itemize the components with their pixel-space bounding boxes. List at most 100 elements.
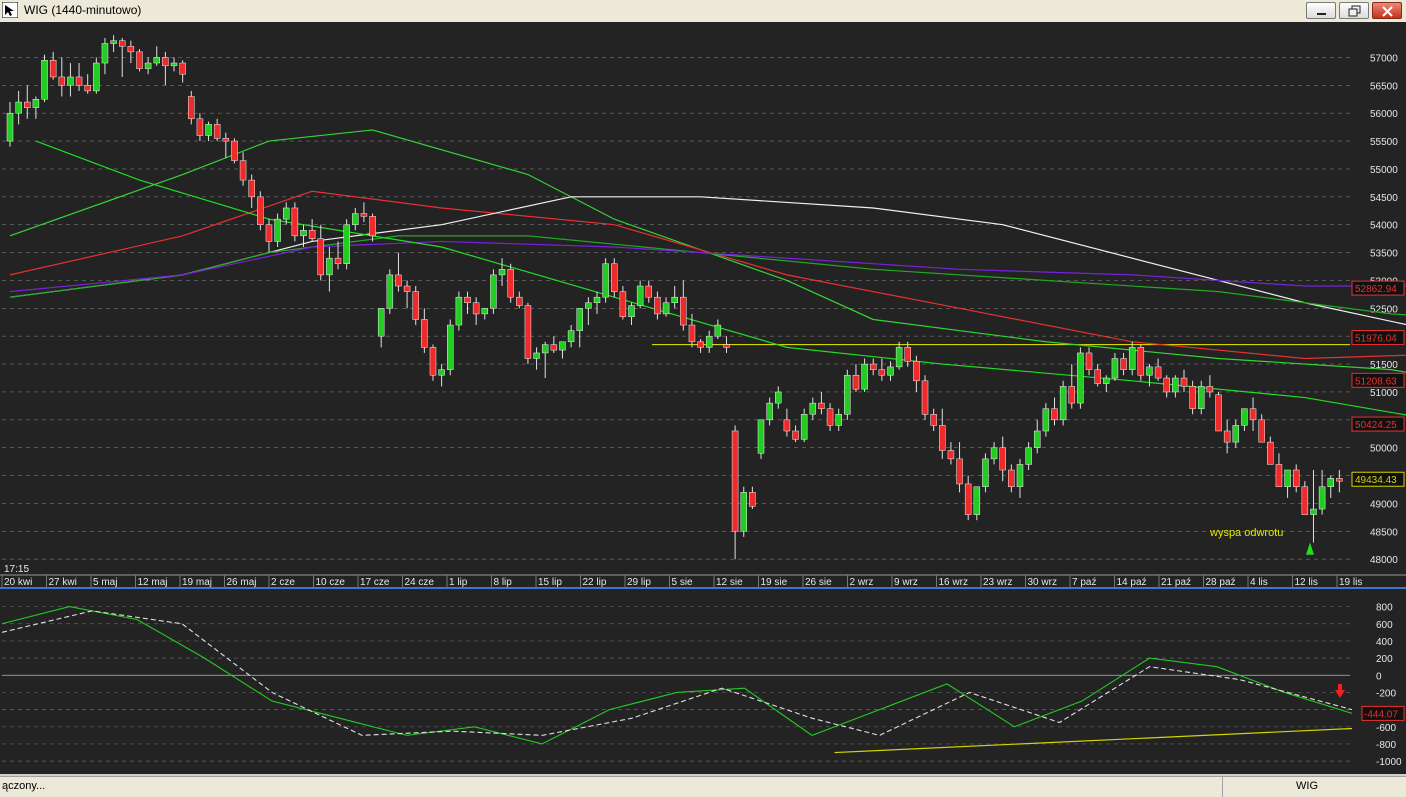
last-value-box (1351, 372, 1405, 388)
candle-body (1275, 464, 1283, 487)
last-value-label: 50424.25 (1355, 420, 1397, 431)
candle-body (749, 492, 756, 507)
osc-tick-label: 400 (1376, 637, 1393, 648)
candle-body (1292, 469, 1300, 487)
candle-body (326, 257, 333, 276)
candle-body (317, 238, 325, 276)
candle-body (731, 430, 739, 532)
candle-body (153, 57, 160, 64)
candle-body (352, 213, 359, 225)
x-tick-label: 20 kwi (4, 577, 32, 588)
x-tick-label: 8 lip (494, 577, 513, 588)
osc-series-line (1, 610, 1353, 736)
x-tick-label: 15 lip (538, 577, 562, 588)
candle-body (947, 450, 955, 460)
candle-body (472, 302, 480, 315)
candle-body (1008, 469, 1015, 487)
candle-body (1137, 347, 1145, 376)
candle-body (818, 402, 825, 409)
candle-body (697, 341, 704, 348)
candle-body (878, 369, 886, 376)
candle-body (386, 274, 394, 309)
restore-button[interactable] (1339, 2, 1369, 19)
close-button[interactable] (1372, 2, 1402, 19)
candle-body (680, 296, 687, 326)
candle-body (714, 324, 722, 337)
window-title: WIG (1440-minutowo) (24, 3, 142, 17)
x-tick-label: 9 wrz (894, 577, 918, 588)
candle-body (265, 224, 273, 242)
x-tick-label: 17 cze (360, 577, 390, 588)
x-tick-label: 19 sie (761, 577, 788, 588)
candle-body (1094, 369, 1101, 384)
moving-average-line (9, 129, 1406, 373)
candle-body (1284, 469, 1291, 487)
candle-body (1146, 366, 1153, 376)
candle-body (792, 430, 799, 440)
minimize-button[interactable] (1306, 2, 1336, 19)
x-tick-label: 19 maj (182, 577, 212, 588)
candle-body (110, 40, 117, 44)
candle-body (1172, 377, 1179, 393)
candle-body (973, 486, 981, 515)
candle-body (144, 62, 152, 69)
osc-series-line (1, 606, 1353, 745)
last-value-box (1351, 330, 1405, 346)
candle-body (101, 43, 109, 64)
candle-body (1223, 430, 1231, 443)
candle-body (559, 341, 566, 351)
candle-body (585, 302, 592, 309)
candle-body (274, 218, 281, 242)
candle-body (705, 335, 713, 348)
up-arrow-icon (1306, 542, 1314, 555)
candle-body (990, 447, 998, 460)
y-tick-label: 56000 (1370, 109, 1398, 120)
candle-body (170, 62, 178, 67)
last-value-box (1351, 471, 1405, 487)
candle-body (999, 447, 1006, 471)
candle-body (1267, 441, 1274, 465)
candle-body (343, 224, 350, 264)
down-arrow-stem (1338, 684, 1342, 691)
y-tick-label: 54500 (1370, 193, 1398, 204)
candle-body (282, 207, 290, 220)
moving-average-line (9, 240, 1406, 293)
candle-body (93, 62, 100, 92)
candle-body (205, 124, 212, 136)
candle-body (800, 414, 808, 440)
candle-body (334, 257, 342, 264)
candle-body (498, 269, 506, 276)
candle-body (869, 363, 877, 370)
candle-body (844, 374, 851, 415)
osc-tick-label: 800 (1376, 603, 1393, 614)
x-tick-label: 26 sie (805, 577, 832, 588)
x-tick-label: 1 lip (449, 577, 468, 588)
candle-body (58, 76, 66, 86)
chart-area[interactable]: 4800048500490004950050000505005100051500… (0, 22, 1406, 774)
candle-body (412, 291, 419, 320)
y-tick-label: 49000 (1370, 499, 1398, 510)
last-value-label: 52862.94 (1355, 284, 1397, 295)
x-tick-label: 7 paź (1072, 577, 1096, 588)
osc-tick-label: -800 (1376, 740, 1396, 751)
osc-last-value-box (1361, 705, 1405, 721)
x-tick-label: 30 wrz (1028, 577, 1057, 588)
last-value-label: 51208.63 (1355, 376, 1397, 387)
candle-body (835, 414, 842, 426)
last-value-box (1351, 416, 1405, 432)
cursor-icon (2, 2, 18, 18)
candle-body (809, 402, 817, 415)
y-tick-label: 57000 (1370, 53, 1398, 64)
candle-body (775, 391, 782, 404)
price-chart[interactable]: 4800048500490004950050000505005100051500… (0, 22, 1406, 774)
candle-body (1301, 486, 1309, 515)
osc-tick-label: -600 (1376, 723, 1396, 734)
candle-body (723, 344, 730, 348)
candle-body (1249, 408, 1257, 421)
osc-tick-label: 0 (1376, 671, 1382, 682)
candle-body (481, 308, 489, 315)
candle-body (671, 296, 678, 304)
candle-body (429, 347, 437, 376)
candle-body (628, 305, 635, 317)
candle-body (1128, 347, 1136, 370)
